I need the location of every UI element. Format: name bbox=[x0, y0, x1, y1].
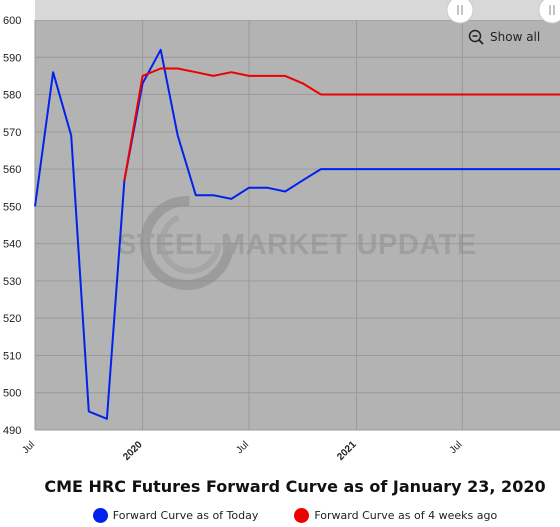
y-tick-label: 520 bbox=[3, 313, 21, 325]
navigator-bar[interactable] bbox=[35, 0, 560, 24]
legend-item-4-weeks-ago[interactable]: Forward Curve as of 4 weeks ago bbox=[294, 508, 497, 523]
y-axis: 490 500 510 520 530 540 550 560 570 580 590 600 bbox=[3, 15, 21, 437]
x-tick-label: Jul bbox=[234, 439, 251, 456]
navigator-handle-left[interactable] bbox=[446, 0, 474, 24]
x-axis: Jul 2020 Jul 2021 Jul bbox=[20, 439, 464, 463]
watermark-text: STEEL MARKET UPDATE bbox=[117, 229, 477, 261]
x-tick-label: 2020 bbox=[121, 439, 145, 463]
y-tick-label: 540 bbox=[3, 239, 21, 251]
series-line[interactable] bbox=[123, 67, 560, 181]
legend: Forward Curve as of Today Forward Curve … bbox=[0, 508, 560, 523]
series-lines bbox=[34, 48, 560, 420]
show-all-button[interactable]: Show all bbox=[468, 29, 540, 45]
y-tick-label: 580 bbox=[3, 90, 21, 102]
y-tick-label: 510 bbox=[3, 350, 21, 362]
y-tick-label: 590 bbox=[3, 52, 21, 64]
watermark-logo-inner bbox=[159, 212, 221, 274]
watermark: STEEL MARKET UPDATE bbox=[117, 196, 477, 290]
legend-marker bbox=[92, 508, 108, 523]
y-tick-label: 600 bbox=[3, 15, 21, 27]
chart-title: CME HRC Futures Forward Curve as of Janu… bbox=[44, 477, 546, 496]
y-tick-label: 500 bbox=[3, 388, 21, 400]
x-tick-label: 2021 bbox=[335, 439, 359, 463]
y-tick-label: 490 bbox=[3, 425, 21, 437]
legend-label: Forward Curve as of Today bbox=[112, 509, 259, 522]
legend-label: Forward Curve as of 4 weeks ago bbox=[314, 509, 498, 522]
navigator-handle-right[interactable] bbox=[538, 0, 560, 24]
plot-background bbox=[35, 20, 560, 430]
x-tick-label: Jul bbox=[448, 439, 465, 456]
zoom-out-icon bbox=[468, 29, 484, 45]
show-all-label[interactable]: Show all bbox=[490, 30, 541, 44]
drag-handle-icon[interactable] bbox=[446, 0, 474, 24]
navigator-selection[interactable] bbox=[35, 0, 560, 20]
y-tick-label: 530 bbox=[3, 276, 21, 288]
y-tick-label: 570 bbox=[3, 127, 21, 139]
x-tick-label: Jul bbox=[20, 439, 37, 456]
y-tick-label: 560 bbox=[3, 164, 21, 176]
y-tick-label: 550 bbox=[3, 201, 21, 213]
legend-marker bbox=[294, 508, 310, 523]
watermark-logo bbox=[140, 196, 234, 290]
legend-item-today[interactable]: Forward Curve as of Today bbox=[92, 508, 259, 523]
